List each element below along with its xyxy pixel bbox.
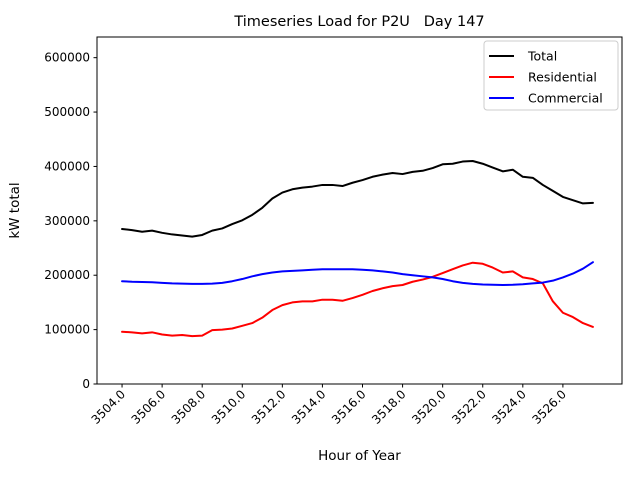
y-tick-label: 500000 bbox=[44, 105, 90, 119]
series-line-residential bbox=[121, 261, 594, 338]
y-tick-label: 300000 bbox=[44, 214, 90, 228]
chart-title: Timeseries Load for P2U Day 147 bbox=[233, 14, 484, 30]
legend-box bbox=[483, 40, 619, 111]
x-axis-label: Hour of Year bbox=[318, 448, 401, 464]
y-axis-label: kW total bbox=[7, 182, 23, 238]
legend-label-commercial: Commercial bbox=[528, 91, 603, 106]
plot-frame bbox=[96, 36, 623, 385]
legend-label-total: Total bbox=[527, 49, 557, 64]
y-tick-label: 600000 bbox=[44, 51, 90, 65]
y-tick-label: 0 bbox=[82, 377, 90, 391]
y-tick-label: 400000 bbox=[44, 159, 90, 173]
legend-label-residential: Residential bbox=[528, 70, 597, 85]
series-line-commercial bbox=[121, 261, 594, 287]
y-tick-label: 200000 bbox=[44, 268, 90, 282]
series-line-total bbox=[121, 160, 594, 238]
y-tick-label: 100000 bbox=[44, 323, 90, 337]
